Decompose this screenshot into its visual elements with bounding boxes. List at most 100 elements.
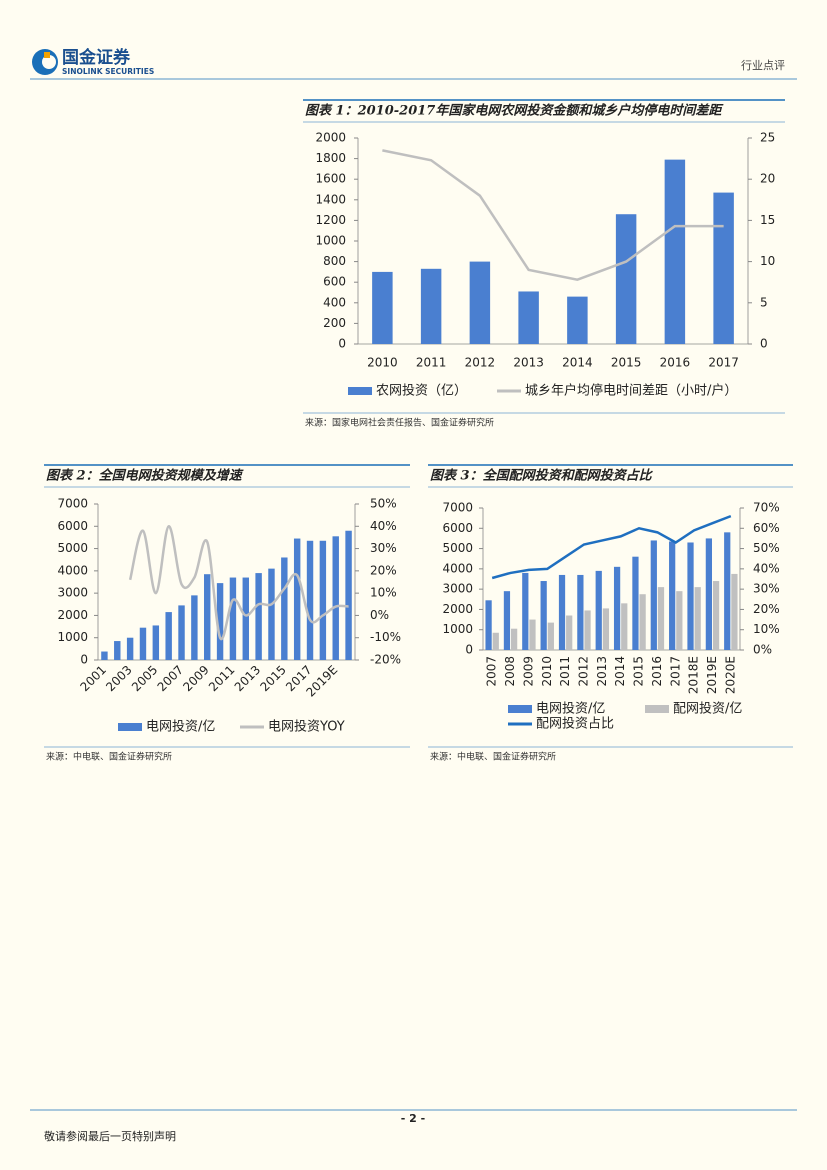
y-tick-label: 2000 bbox=[442, 602, 473, 616]
legend-swatch bbox=[645, 705, 669, 713]
legend-label: 电网投资/亿 bbox=[146, 719, 215, 735]
y2-tick-label: 20% bbox=[753, 602, 780, 616]
bar bbox=[712, 581, 720, 650]
y-tick-label: 1000 bbox=[315, 234, 346, 248]
x-tick-label: 2011 bbox=[206, 663, 237, 694]
legend-swatch bbox=[348, 387, 372, 395]
y2-tick-label: 50% bbox=[370, 497, 397, 511]
y-tick-label: 5000 bbox=[442, 541, 473, 555]
bar bbox=[216, 583, 224, 660]
bar bbox=[558, 574, 566, 650]
y-tick-label: 4000 bbox=[57, 563, 88, 577]
bar bbox=[242, 577, 249, 660]
figure-source: 来源：国家电网社会责任报告、国金证券研究所 bbox=[305, 417, 494, 429]
x-tick-label: 2014 bbox=[562, 356, 593, 370]
y-tick-label: 3000 bbox=[57, 586, 88, 600]
y-tick-label: 2000 bbox=[57, 608, 88, 622]
bar bbox=[613, 566, 621, 650]
bar bbox=[615, 214, 637, 344]
x-tick-label: 2011 bbox=[558, 656, 572, 687]
legend-swatch bbox=[118, 723, 142, 731]
bar bbox=[229, 577, 237, 660]
y-tick-label: 1000 bbox=[57, 630, 88, 644]
x-tick-label: 2010 bbox=[540, 656, 554, 687]
page-number: - 2 - bbox=[401, 1112, 425, 1125]
bar bbox=[632, 556, 639, 650]
x-tick-label: 2011 bbox=[416, 356, 447, 370]
x-tick-label: 2012 bbox=[576, 656, 590, 687]
bar bbox=[577, 574, 584, 650]
y-tick-label: 1600 bbox=[315, 172, 346, 186]
bar bbox=[293, 538, 301, 660]
y2-tick-label: 5 bbox=[760, 295, 768, 309]
y-tick-label: 0 bbox=[80, 653, 88, 667]
y2-tick-label: 0% bbox=[753, 643, 772, 657]
y-tick-label: 0 bbox=[338, 337, 346, 351]
bar bbox=[657, 587, 665, 650]
x-tick-label: 2009 bbox=[180, 663, 211, 694]
y2-tick-label: 70% bbox=[753, 501, 780, 515]
y-tick-label: 5000 bbox=[57, 541, 88, 555]
bar bbox=[101, 651, 108, 660]
legend-swatch bbox=[508, 705, 532, 713]
x-tick-label: 2001 bbox=[78, 663, 109, 694]
y2-tick-label: 10% bbox=[753, 622, 780, 636]
y-tick-label: 1400 bbox=[315, 192, 346, 206]
y-tick-label: 4000 bbox=[442, 561, 473, 575]
bar bbox=[621, 603, 628, 650]
bar bbox=[114, 641, 121, 660]
y2-tick-label: 20 bbox=[760, 172, 775, 186]
bar bbox=[540, 581, 547, 650]
figure-source: 来源：中电联、国金证券研究所 bbox=[46, 751, 172, 763]
x-tick-label: 2009 bbox=[521, 656, 535, 687]
figure-title: 图表 3：全国配网投资和配网投资占比 bbox=[430, 468, 654, 484]
y-tick-label: 400 bbox=[323, 295, 346, 309]
bar bbox=[319, 540, 327, 660]
bar bbox=[152, 625, 160, 660]
figure-source: 来源：中电联、国金证券研究所 bbox=[430, 751, 556, 763]
x-tick-label: 2015 bbox=[611, 356, 642, 370]
bar bbox=[420, 268, 442, 344]
y2-tick-label: -10% bbox=[370, 630, 401, 644]
y-tick-label: 600 bbox=[323, 275, 346, 289]
x-tick-label: 2017 bbox=[708, 356, 739, 370]
x-tick-label: 2017 bbox=[668, 656, 682, 687]
y2-tick-label: 30% bbox=[370, 541, 397, 555]
x-tick-label: 2020E bbox=[723, 656, 737, 694]
y2-tick-label: 10% bbox=[370, 586, 397, 600]
line-series bbox=[128, 525, 349, 641]
logo-dot bbox=[44, 52, 50, 58]
bar bbox=[332, 536, 339, 660]
x-tick-label: 2015 bbox=[257, 663, 288, 694]
legend-label: 城乡年户均停电时间差距（小时/户） bbox=[525, 383, 737, 399]
bar bbox=[492, 632, 499, 650]
figure-title: 图表 1：2010-2017年国家电网农网投资金额和城乡户均停电时间差距 bbox=[305, 103, 724, 119]
y-tick-label: 6000 bbox=[442, 521, 473, 535]
bar bbox=[345, 530, 352, 660]
y2-tick-label: 30% bbox=[753, 582, 780, 596]
bar bbox=[522, 572, 529, 650]
line-series bbox=[491, 514, 732, 580]
bar bbox=[139, 627, 147, 660]
y-tick-label: 7000 bbox=[57, 497, 88, 511]
bar bbox=[268, 568, 275, 660]
bar bbox=[518, 291, 539, 344]
x-tick-label: 2013 bbox=[595, 656, 609, 687]
y-tick-label: 3000 bbox=[442, 582, 473, 596]
x-tick-label: 2019E bbox=[705, 656, 719, 694]
bar bbox=[694, 587, 701, 650]
bar bbox=[639, 594, 646, 650]
y-tick-label: 2000 bbox=[315, 131, 346, 145]
company-name: 国金证券 bbox=[62, 47, 131, 68]
bar bbox=[503, 591, 511, 650]
legend-label: 农网投资（亿） bbox=[376, 383, 467, 399]
legend-label: 电网投资YOY bbox=[268, 719, 345, 735]
bar bbox=[705, 538, 712, 650]
x-tick-label: 2015 bbox=[632, 656, 646, 687]
bar bbox=[281, 557, 288, 660]
y-tick-label: 0 bbox=[465, 643, 473, 657]
logo-hole bbox=[42, 55, 56, 69]
section-label: 行业点评 bbox=[741, 59, 785, 72]
x-tick-label: 2016 bbox=[650, 656, 664, 687]
